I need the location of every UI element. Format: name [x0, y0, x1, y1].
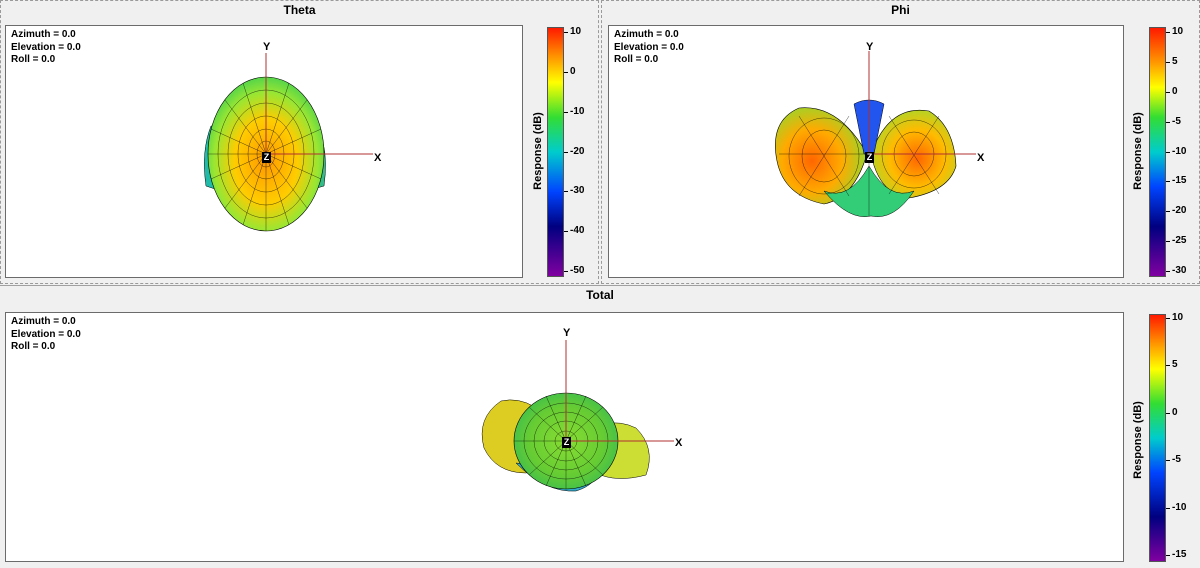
total-colorbar	[1149, 314, 1166, 562]
total-colorbar-tick-label: 10	[1172, 312, 1184, 323]
total-roll-readout: Roll = 0.0	[11, 341, 56, 352]
phi-colorbar-tick-label: -20	[1172, 205, 1187, 217]
total-view-info: Azimuth = 0.0 Elevation = 0.0 Roll = 0.0	[11, 316, 81, 354]
theta-colorbar-tick-label: -30	[570, 185, 585, 197]
theta-colorbar-tickmark	[564, 111, 568, 113]
theta-azimuth-readout: Azimuth = 0.0	[11, 29, 76, 40]
phi-colorbar-tickmark	[1166, 211, 1170, 213]
theta-colorbar-tick-label: -10	[570, 105, 585, 117]
total-azimuth-readout: Azimuth = 0.0	[11, 316, 76, 327]
total-elevation-readout: Elevation = 0.0	[11, 328, 81, 340]
theta-z-axis-label: Z	[262, 152, 271, 163]
theta-colorbar-tickmark	[564, 32, 568, 33]
theta-colorbar-tickmark	[564, 231, 568, 233]
total-x-axis-label: X	[675, 437, 683, 449]
theta-colorbar-tick-label: -20	[570, 145, 585, 157]
total-colorbar-tickmark	[1166, 365, 1170, 367]
total-colorbar-label: Response (dB)	[1132, 401, 1144, 479]
theta-roll-readout: Roll = 0.0	[11, 54, 56, 65]
phi-colorbar-tick-label: 0	[1172, 85, 1178, 97]
phi-y-axis-label: Y	[866, 41, 874, 53]
phi-plot-area[interactable]: Azimuth = 0.0 Elevation = 0.0 Roll = 0.0	[608, 25, 1124, 278]
phi-3d-pattern	[775, 51, 976, 217]
total-colorbar-tick-label: -15	[1172, 549, 1187, 560]
total-colorbar-tick-label: -5	[1172, 454, 1181, 466]
theta-elevation-readout: Elevation = 0.0	[11, 41, 81, 53]
phi-colorbar-tick-label: -25	[1172, 235, 1187, 247]
total-plot-area[interactable]: Azimuth = 0.0 Elevation = 0.0 Roll = 0.0	[5, 312, 1124, 562]
theta-x-axis-label: X	[374, 152, 382, 164]
phi-panel-title: Phi	[891, 3, 910, 17]
phi-colorbar-tick-label: -5	[1172, 115, 1181, 127]
total-colorbar-tickmark	[1166, 318, 1170, 319]
theta-y-axis-label: Y	[263, 41, 271, 53]
total-panel-title: Total	[586, 288, 614, 302]
phi-colorbar-tickmark	[1166, 91, 1170, 93]
phi-colorbar-tickmark	[1166, 32, 1170, 33]
phi-x-axis-label: X	[977, 152, 985, 164]
phi-roll-readout: Roll = 0.0	[614, 54, 659, 65]
total-colorbar-tickmark	[1166, 507, 1170, 509]
theta-plot-area[interactable]: Azimuth = 0.0 Elevation = 0.0 Roll = 0.0	[5, 25, 523, 278]
theta-panel-frame	[0, 0, 599, 284]
total-colorbar-tick-label: -10	[1172, 501, 1187, 513]
panel-divider	[0, 285, 1200, 286]
phi-z-axis-label: Z	[865, 152, 874, 163]
phi-colorbar	[1149, 27, 1166, 277]
total-colorbar-tickmark	[1166, 460, 1170, 462]
theta-colorbar-tick-label: 10	[570, 26, 582, 37]
phi-colorbar-label: Response (dB)	[1132, 112, 1144, 190]
phi-azimuth-readout: Azimuth = 0.0	[614, 29, 679, 40]
total-colorbar-tickmark	[1166, 555, 1170, 556]
phi-colorbar-tickmark	[1166, 271, 1170, 272]
phi-colorbar-tick-label: -10	[1172, 145, 1187, 157]
total-colorbar-tickmark	[1166, 412, 1170, 414]
phi-colorbar-tickmark	[1166, 121, 1170, 123]
theta-colorbar-tickmark	[564, 151, 568, 153]
theta-colorbar-tickmark	[564, 271, 568, 272]
phi-elevation-readout: Elevation = 0.0	[614, 41, 684, 53]
total-colorbar-tick-label: 5	[1172, 359, 1178, 371]
theta-colorbar-tickmark	[564, 191, 568, 193]
theta-colorbar-tickmark	[564, 71, 568, 73]
theta-colorbar	[547, 27, 564, 277]
theta-view-info: Azimuth = 0.0 Elevation = 0.0 Roll = 0.0	[11, 29, 81, 67]
total-y-axis-label: Y	[563, 327, 571, 339]
theta-colorbar-tick-label: -50	[570, 265, 585, 276]
phi-colorbar-tick-label: 10	[1172, 26, 1184, 37]
total-z-axis-label: Z	[562, 437, 571, 448]
theta-colorbar-tick-label: -40	[570, 225, 585, 237]
phi-colorbar-tickmark	[1166, 61, 1170, 63]
theta-panel-title: Theta	[283, 3, 316, 17]
phi-colorbar-tick-label: -30	[1172, 265, 1187, 276]
phi-colorbar-tickmark	[1166, 181, 1170, 183]
total-colorbar-tick-label: 0	[1172, 406, 1178, 418]
phi-colorbar-tickmark	[1166, 241, 1170, 243]
phi-colorbar-tickmark	[1166, 151, 1170, 153]
phi-colorbar-tick-label: -15	[1172, 175, 1187, 187]
theta-colorbar-label: Response (dB)	[532, 112, 544, 190]
theta-colorbar-tick-label: 0	[570, 65, 576, 77]
phi-colorbar-tick-label: 5	[1172, 55, 1178, 67]
phi-view-info: Azimuth = 0.0 Elevation = 0.0 Roll = 0.0	[614, 29, 684, 67]
